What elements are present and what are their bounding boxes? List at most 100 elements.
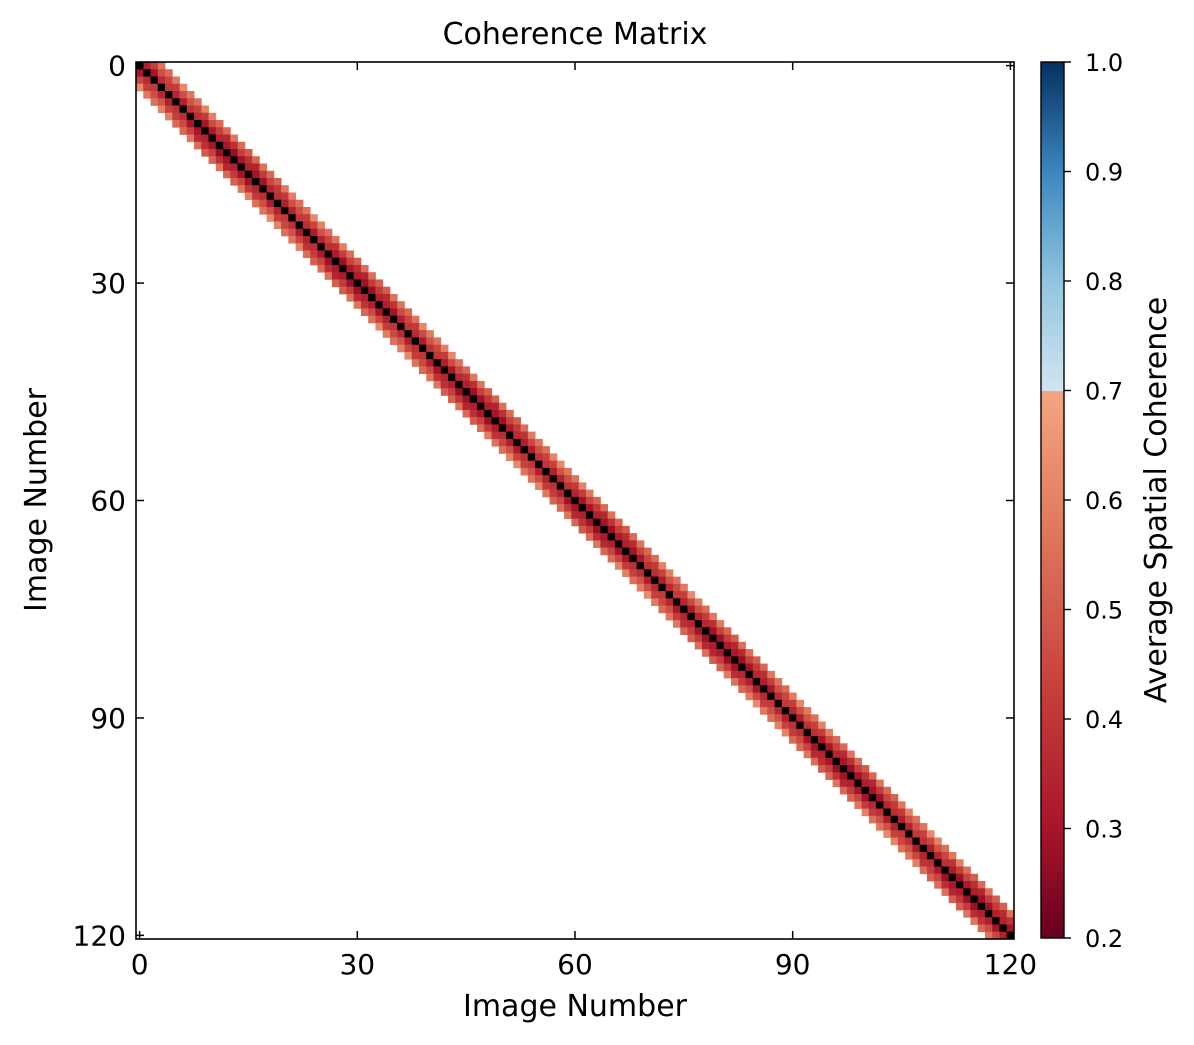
band-cell xyxy=(397,344,405,353)
band-cell xyxy=(491,409,500,418)
band-cell xyxy=(796,707,804,715)
band-cell xyxy=(948,852,957,860)
band-cell xyxy=(382,330,391,338)
band-cell xyxy=(281,185,289,193)
band-cell xyxy=(564,475,572,483)
band-cell xyxy=(912,815,921,824)
diagonal-cell xyxy=(288,214,297,222)
band-cell xyxy=(259,163,268,172)
band-cell xyxy=(680,620,688,628)
band-cell xyxy=(578,518,587,527)
band-cell xyxy=(520,438,529,447)
diagonal-cell xyxy=(411,337,420,346)
band-cell xyxy=(919,837,928,846)
band-cell xyxy=(542,446,551,454)
band-cell xyxy=(477,388,485,396)
band-cell xyxy=(723,656,732,664)
band-cell xyxy=(564,496,572,505)
band-cell xyxy=(593,511,601,520)
band-cell xyxy=(774,714,783,722)
band-cell xyxy=(600,540,609,549)
band-cell xyxy=(1006,924,1015,933)
band-cell xyxy=(411,315,420,324)
band-cell xyxy=(832,772,841,780)
band-cell xyxy=(360,301,369,309)
band-cell xyxy=(861,801,870,809)
diagonal-cell xyxy=(839,765,848,773)
band-cell xyxy=(868,786,877,795)
band-cell xyxy=(948,866,957,875)
band-cell xyxy=(404,315,413,324)
diagonal-cell xyxy=(186,112,195,121)
band-cell xyxy=(774,692,783,701)
band-cell xyxy=(810,743,819,751)
diagonal-cell xyxy=(157,83,166,92)
band-cell xyxy=(832,743,841,751)
band-cell xyxy=(934,837,942,846)
diagonal-cell xyxy=(694,620,703,628)
band-cell xyxy=(542,460,551,469)
diagonal-cell xyxy=(992,917,1000,925)
band-cell xyxy=(571,489,580,498)
band-cell xyxy=(237,148,246,157)
band-cell xyxy=(571,482,580,491)
band-cell xyxy=(186,90,195,99)
band-cell xyxy=(919,859,928,867)
band-cell xyxy=(433,380,442,389)
band-cell xyxy=(832,736,841,744)
band-cell xyxy=(469,409,478,418)
band-cell xyxy=(912,852,921,860)
band-cell xyxy=(368,279,376,288)
diagonal-cell xyxy=(999,924,1008,933)
band-cell xyxy=(179,119,188,128)
band-cell xyxy=(883,815,892,824)
band-cell xyxy=(433,373,442,382)
band-cell xyxy=(186,134,195,143)
band-cell xyxy=(194,112,202,121)
diagonal-cell xyxy=(723,649,732,657)
diagonal-cell xyxy=(796,721,804,730)
band-cell xyxy=(636,540,645,549)
band-cell xyxy=(818,728,826,737)
band-cell xyxy=(535,446,543,454)
band-cell xyxy=(310,257,318,266)
band-cell xyxy=(890,794,899,802)
band-cell xyxy=(397,315,405,324)
band-cell xyxy=(491,395,500,404)
band-cell xyxy=(585,489,594,498)
band-cell xyxy=(201,141,209,150)
diagonal-cell xyxy=(760,685,768,693)
band-cell xyxy=(767,699,775,708)
band-cell xyxy=(825,765,833,773)
band-cell xyxy=(832,765,841,773)
band-cell xyxy=(723,641,732,650)
band-cell xyxy=(897,815,906,824)
band-cell xyxy=(658,598,667,606)
band-cell xyxy=(389,330,398,338)
band-cell xyxy=(375,286,384,295)
band-cell xyxy=(709,627,717,635)
band-cell xyxy=(1006,917,1015,925)
band-cell xyxy=(194,141,202,150)
band-cell xyxy=(433,351,442,360)
band-cell xyxy=(861,772,870,780)
band-cell xyxy=(934,844,942,853)
band-cell xyxy=(346,264,355,273)
band-cell xyxy=(259,199,268,208)
diagonal-cell xyxy=(578,504,587,512)
band-cell xyxy=(520,453,529,462)
diagonal-cell xyxy=(317,243,326,251)
band-cell xyxy=(665,598,674,606)
band-cell xyxy=(847,757,855,766)
band-cell xyxy=(723,663,732,672)
band-cell xyxy=(346,293,355,302)
diagonal-cell xyxy=(977,902,986,911)
band-cell xyxy=(622,540,630,549)
band-cell xyxy=(861,765,870,773)
band-cell xyxy=(607,518,616,527)
band-cell xyxy=(977,881,986,889)
band-cell xyxy=(375,308,384,317)
band-cell xyxy=(448,351,456,360)
band-cell xyxy=(672,591,681,599)
band-cell xyxy=(252,199,260,208)
